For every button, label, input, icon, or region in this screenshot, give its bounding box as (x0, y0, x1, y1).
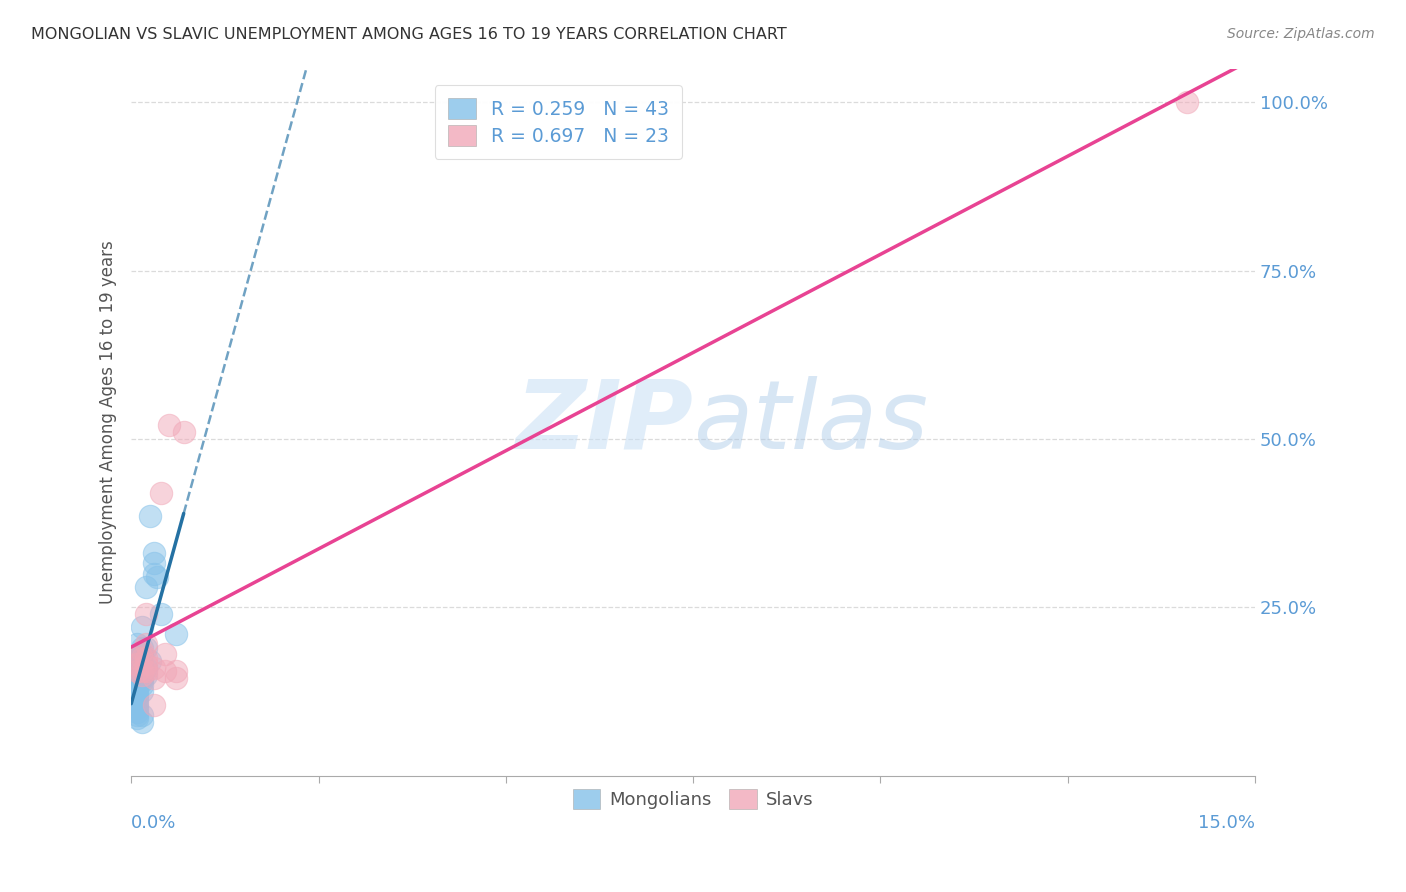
Point (127, 664, 149, 678)
Point (135, 580, 157, 594)
Point (131, 671, 153, 685)
Point (127, 688, 149, 702)
Point (131, 667, 153, 681)
Point (153, 648, 176, 662)
Point (131, 678, 153, 692)
Point (165, 627, 187, 641)
Point (127, 664, 149, 678)
Point (127, 684, 149, 698)
Point (135, 661, 157, 675)
Point (150, 485, 173, 500)
Point (142, 566, 165, 581)
Point (142, 661, 165, 675)
Point (135, 637, 157, 651)
Point (142, 698, 165, 712)
Point (127, 691, 149, 706)
Text: MONGOLIAN VS SLAVIC UNEMPLOYMENT AMONG AGES 16 TO 19 YEARS CORRELATION CHART: MONGOLIAN VS SLAVIC UNEMPLOYMENT AMONG A… (31, 27, 787, 42)
Point (131, 714, 153, 729)
Point (127, 711, 149, 725)
Point (150, 607, 173, 621)
Point (165, 664, 187, 678)
Point (131, 644, 153, 658)
Point (131, 671, 153, 685)
Point (127, 637, 149, 651)
Point (135, 664, 157, 678)
Text: 0.0%: 0.0% (131, 814, 177, 832)
Point (127, 657, 149, 672)
Point (139, 509, 162, 524)
Point (1177, 95, 1199, 110)
Point (131, 674, 153, 689)
Point (139, 654, 162, 668)
Legend: Mongolians, Slavs: Mongolians, Slavs (565, 781, 821, 816)
Point (142, 671, 165, 685)
Point (127, 671, 149, 685)
Point (135, 667, 157, 681)
Text: atlas: atlas (693, 376, 928, 468)
Point (127, 667, 149, 681)
Point (153, 664, 176, 678)
Point (146, 570, 169, 584)
Point (131, 664, 153, 678)
Point (131, 650, 153, 665)
Text: Source: ZipAtlas.com: Source: ZipAtlas.com (1227, 27, 1375, 41)
Text: 15.0%: 15.0% (1198, 814, 1256, 832)
Point (127, 650, 149, 665)
Text: ZIP: ZIP (515, 376, 693, 468)
Point (127, 707, 149, 722)
Point (127, 681, 149, 695)
Point (131, 684, 153, 698)
Point (127, 654, 149, 668)
Point (131, 657, 153, 672)
Point (173, 425, 195, 439)
Point (127, 701, 149, 715)
Point (127, 650, 149, 665)
Point (131, 664, 153, 678)
Point (135, 650, 157, 665)
Point (127, 698, 149, 712)
Point (127, 650, 149, 665)
Point (127, 657, 149, 672)
Point (131, 707, 153, 722)
Point (157, 418, 180, 433)
Point (131, 620, 153, 634)
Point (127, 661, 149, 675)
Point (127, 694, 149, 708)
Point (165, 671, 187, 685)
Point (135, 607, 157, 621)
Point (127, 705, 149, 719)
Y-axis label: Unemployment Among Ages 16 to 19 years: Unemployment Among Ages 16 to 19 years (100, 240, 117, 604)
Point (135, 657, 157, 672)
Point (142, 546, 165, 560)
Point (131, 640, 153, 655)
Point (131, 648, 153, 662)
Point (135, 640, 157, 655)
Point (142, 557, 165, 571)
